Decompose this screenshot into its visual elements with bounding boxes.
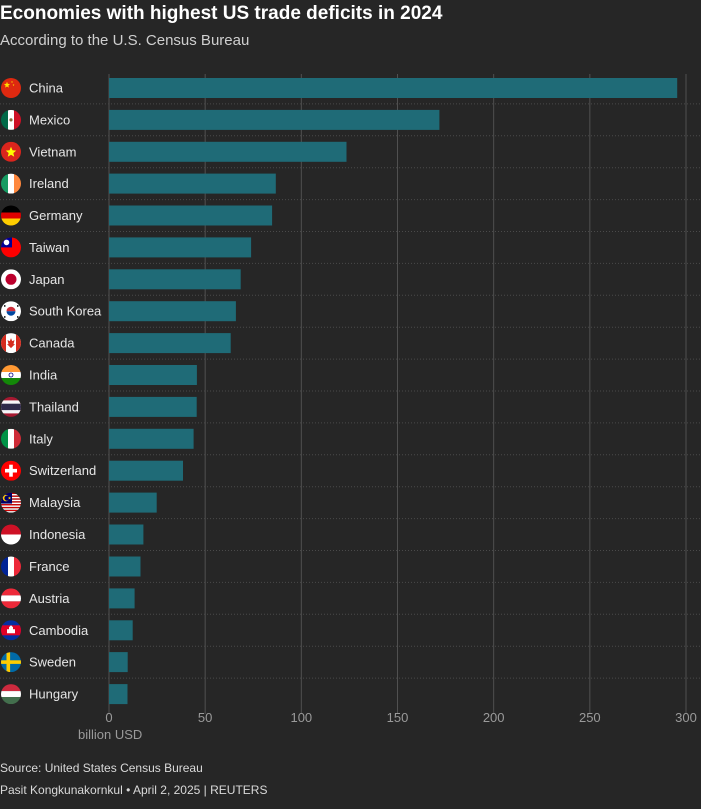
x-axis: 0 50 100 150 200 250 300 billion USD: [78, 710, 697, 742]
category-label: Indonesia: [29, 527, 86, 542]
bar-indonesia: [109, 524, 144, 545]
mexico-flag-icon: [1, 109, 21, 130]
bar-italy: [109, 428, 194, 449]
chart-title: Economies with highest US trade deficits…: [0, 3, 443, 24]
x-tick-label: 0: [105, 710, 112, 725]
hungary-flag-icon: [1, 684, 21, 705]
bar-ireland: [109, 173, 276, 194]
category-label: Switzerland: [29, 463, 96, 478]
category-label: South Korea: [29, 304, 102, 319]
row-austria: Austria: [1, 588, 135, 609]
row-sweden: Sweden: [1, 652, 128, 673]
bar-china: [109, 78, 678, 98]
china-flag-icon: [1, 78, 21, 98]
austria-flag-icon: [1, 588, 21, 609]
category-label: Japan: [29, 272, 64, 287]
bar-chart: China Mexico Vietnam Ireland Germany Taiwan Ja…: [0, 74, 701, 742]
category-label: Taiwan: [29, 240, 69, 255]
category-label: Austria: [29, 591, 70, 606]
category-label: Hungary: [29, 687, 79, 702]
row-thailand: Thailand: [1, 396, 197, 417]
taiwan-flag-icon: [1, 237, 21, 258]
x-tick-label: 300: [675, 710, 697, 725]
category-label: France: [29, 559, 69, 574]
row-switzerland: Switzerland: [1, 460, 183, 481]
bar-canada: [109, 333, 231, 354]
category-label: Sweden: [29, 655, 76, 670]
category-label: Thailand: [29, 399, 79, 414]
switzerland-flag-icon: [1, 460, 21, 481]
row-japan: Japan: [1, 269, 241, 290]
bar-india: [109, 365, 197, 385]
grid-layer: [0, 74, 701, 714]
indonesia-flag-icon: [1, 524, 21, 545]
row-ireland: Ireland: [1, 173, 276, 194]
x-tick-label: 250: [579, 710, 601, 725]
row-italy: Italy: [1, 428, 194, 449]
row-india: India: [1, 365, 197, 385]
x-tick-label: 150: [387, 710, 409, 725]
credit-line: Pasit Kongkunakornkul • April 2, 2025 | …: [0, 783, 268, 797]
canada-flag-icon: [1, 333, 21, 354]
bar-malaysia: [109, 492, 157, 513]
bar-taiwan: [109, 237, 252, 258]
row-vietnam: Vietnam: [1, 141, 347, 162]
category-label: Malaysia: [29, 495, 81, 510]
category-label: Canada: [29, 336, 75, 351]
row-hungary: Hungary: [1, 684, 128, 705]
germany-flag-icon: [1, 205, 21, 226]
sweden-flag-icon: [1, 652, 21, 673]
category-label: China: [29, 81, 64, 96]
ireland-flag-icon: [1, 173, 21, 194]
bar-cambodia: [109, 620, 133, 641]
malaysia-flag-icon: [1, 492, 21, 513]
category-label: Cambodia: [29, 623, 89, 638]
row-south-korea: South Korea: [1, 301, 236, 322]
source-note: Source: United States Census Bureau: [0, 761, 203, 775]
row-mexico: Mexico: [1, 109, 440, 130]
bar-france: [109, 556, 141, 577]
france-flag-icon: [1, 556, 21, 577]
row-cambodia: Cambodia: [1, 620, 133, 641]
italy-flag-icon: [1, 428, 21, 449]
category-label: Vietnam: [29, 144, 76, 159]
india-flag-icon: [1, 365, 21, 385]
bar-thailand: [109, 396, 197, 417]
japan-flag-icon: [1, 269, 21, 290]
bar-vietnam: [109, 141, 347, 162]
thailand-flag-icon: [1, 396, 21, 417]
row-malaysia: Malaysia: [1, 492, 157, 513]
bar-germany: [109, 205, 273, 226]
row-indonesia: Indonesia: [1, 524, 144, 545]
row-taiwan: Taiwan: [1, 237, 252, 258]
cambodia-flag-icon: [1, 620, 21, 641]
row-germany: Germany: [1, 205, 273, 226]
category-label: India: [29, 368, 58, 383]
bar-south-korea: [109, 301, 236, 322]
bar-switzerland: [109, 460, 183, 481]
south-korea-flag-icon: [1, 301, 21, 322]
vietnam-flag-icon: [1, 141, 21, 162]
row-canada: Canada: [1, 333, 231, 354]
row-china: China: [1, 78, 678, 98]
x-tick-label: 200: [483, 710, 505, 725]
chart-subtitle: According to the U.S. Census Bureau: [0, 32, 250, 49]
category-label: Germany: [29, 208, 83, 223]
bar-austria: [109, 588, 135, 609]
bar-japan: [109, 269, 241, 290]
bar-hungary: [109, 684, 128, 705]
rows-layer: China Mexico Vietnam Ireland Germany Taiwan Ja…: [1, 78, 678, 705]
x-tick-label: 50: [198, 710, 212, 725]
category-label: Mexico: [29, 112, 70, 127]
category-label: Ireland: [29, 176, 69, 191]
x-axis-label: billion USD: [78, 727, 142, 742]
bar-sweden: [109, 652, 128, 673]
x-tick-label: 100: [290, 710, 312, 725]
category-label: Italy: [29, 431, 53, 446]
bar-mexico: [109, 109, 440, 130]
row-france: France: [1, 556, 141, 577]
